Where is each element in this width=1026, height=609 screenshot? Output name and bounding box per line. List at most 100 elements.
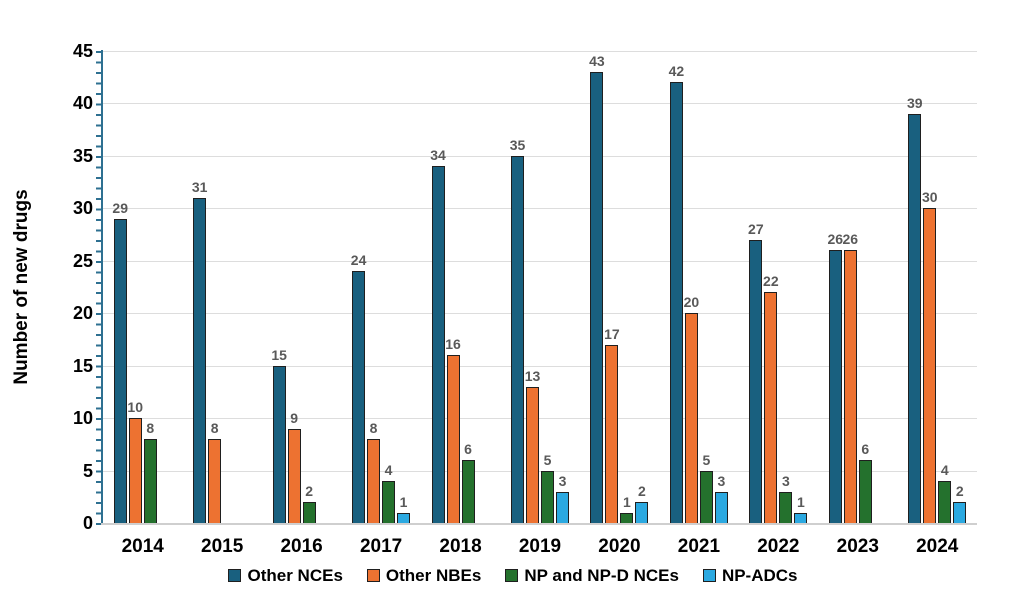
bar xyxy=(699,470,713,523)
legend-swatch-icon xyxy=(505,569,519,582)
bar-value-label: 8 xyxy=(146,420,155,437)
legend-swatch-icon xyxy=(366,569,380,582)
bar xyxy=(714,491,728,523)
bar-value-label: 1 xyxy=(796,493,805,510)
bar-slot: 43 xyxy=(589,51,605,523)
bar xyxy=(287,428,301,523)
bar-value-label: 24 xyxy=(350,252,367,269)
bar-slot: 29 xyxy=(112,51,129,523)
bar-slot: 20 xyxy=(683,51,700,523)
bar-value-label: 8 xyxy=(369,420,378,437)
bar xyxy=(843,250,857,523)
bar-group-2020: 43 17 1 2 xyxy=(580,51,659,523)
bar-value-label: 5 xyxy=(702,451,711,468)
bar-value-label: 2 xyxy=(955,483,964,500)
bar-slot: 42 xyxy=(669,51,684,523)
y-axis-tick-label: 35 xyxy=(72,145,93,166)
legend: Other NCEs Other NBEs NP and NP-D NCEs NP-A… xyxy=(0,567,1026,584)
legend-label: NP and NP-D NCEs xyxy=(524,566,679,585)
bar-slot: 30 xyxy=(922,51,938,523)
bar-value-label: 13 xyxy=(524,367,541,384)
bar xyxy=(302,502,316,523)
bar xyxy=(620,512,634,523)
bar xyxy=(382,481,396,523)
bar xyxy=(794,512,808,523)
bar xyxy=(128,418,142,523)
gridline xyxy=(103,51,977,52)
bar xyxy=(431,166,445,523)
bar-value-label: 3 xyxy=(781,472,790,489)
x-axis-label-2019: 2019 xyxy=(518,536,562,557)
bar-value-label: 1 xyxy=(623,493,631,510)
bar-group-2015: 31 8 xyxy=(182,51,261,523)
gridline xyxy=(103,313,977,315)
y-axis-tick-label: 5 xyxy=(82,460,93,481)
legend-item: Other NBEs xyxy=(366,567,481,584)
bar xyxy=(938,481,952,523)
bar-group-2022: 27 22 3 1 xyxy=(739,51,818,523)
y-axis-line xyxy=(101,50,103,524)
bar-slot: 26 xyxy=(843,51,858,523)
bar xyxy=(525,386,539,523)
bar-value-label: 39 xyxy=(906,94,923,111)
y-axis-minor-ticks xyxy=(96,51,102,525)
bar-slot: 8 xyxy=(367,51,381,523)
bar-value-label: 20 xyxy=(683,294,700,311)
bar-value-label: 35 xyxy=(509,136,526,153)
x-axis-label-2014: 2014 xyxy=(121,536,164,557)
bar xyxy=(208,439,222,523)
bar xyxy=(143,439,157,523)
bar-slot: 34 xyxy=(430,51,446,523)
bar xyxy=(555,491,569,523)
y-axis-tick-label: 45 xyxy=(72,41,93,61)
legend-label: NP-ADCs xyxy=(721,566,798,585)
legend-item: Other NCEs xyxy=(228,567,343,584)
bar-slot: 3 xyxy=(555,51,569,523)
bar-value-label: 16 xyxy=(445,336,461,353)
bar xyxy=(635,502,649,523)
x-axis-label-2017: 2017 xyxy=(359,536,403,557)
bar-slot: 24 xyxy=(350,51,367,523)
bar xyxy=(272,365,286,523)
bar-value-label: 6 xyxy=(464,441,472,458)
bar-slot: 10 xyxy=(127,51,143,523)
bar-value-label: 5 xyxy=(543,451,552,468)
bar xyxy=(461,460,475,523)
legend-item: NP-ADCs xyxy=(702,566,798,585)
bar-slot: 2 xyxy=(302,51,316,523)
bar-value-label: 22 xyxy=(763,273,779,290)
gridline xyxy=(103,260,977,262)
gridline xyxy=(103,155,977,157)
bar-slot xyxy=(477,51,490,523)
y-axis-title: Number of new drugs xyxy=(4,51,40,523)
bar-value-label: 43 xyxy=(589,52,605,69)
bar-slot: 2 xyxy=(953,51,967,523)
bar-group-2024: 39 30 4 2 xyxy=(898,51,977,523)
bar xyxy=(590,71,604,523)
bar-slot: 1 xyxy=(397,51,411,523)
bar-value-label: 3 xyxy=(558,472,567,489)
bar xyxy=(605,344,619,523)
y-axis-tick-label: 30 xyxy=(72,198,93,219)
bar-slot: 3 xyxy=(779,51,793,523)
x-axis-label-2024: 2024 xyxy=(916,536,959,557)
bar-value-label: 15 xyxy=(271,346,287,363)
y-axis-tick-label: 0 xyxy=(82,513,93,533)
bar xyxy=(397,512,411,523)
legend-swatch-icon xyxy=(702,569,716,582)
bar xyxy=(352,271,366,523)
bar-value-label: 29 xyxy=(112,199,129,216)
bar-slot: 6 xyxy=(461,51,475,523)
bar xyxy=(540,470,554,523)
bar-group-2017: 24 8 4 1 xyxy=(341,51,420,523)
bar-slot: 9 xyxy=(287,51,301,523)
legend-item: NP and NP-D NCEs xyxy=(505,567,679,584)
bar-value-label: 4 xyxy=(940,462,949,479)
bar-value-label: 34 xyxy=(430,147,446,164)
gridline xyxy=(103,208,977,210)
bar-slot: 8 xyxy=(208,51,222,523)
bar xyxy=(684,313,698,523)
bar-value-label: 31 xyxy=(191,178,208,195)
y-axis-tick-label: 20 xyxy=(72,303,93,324)
gridline xyxy=(103,103,977,105)
